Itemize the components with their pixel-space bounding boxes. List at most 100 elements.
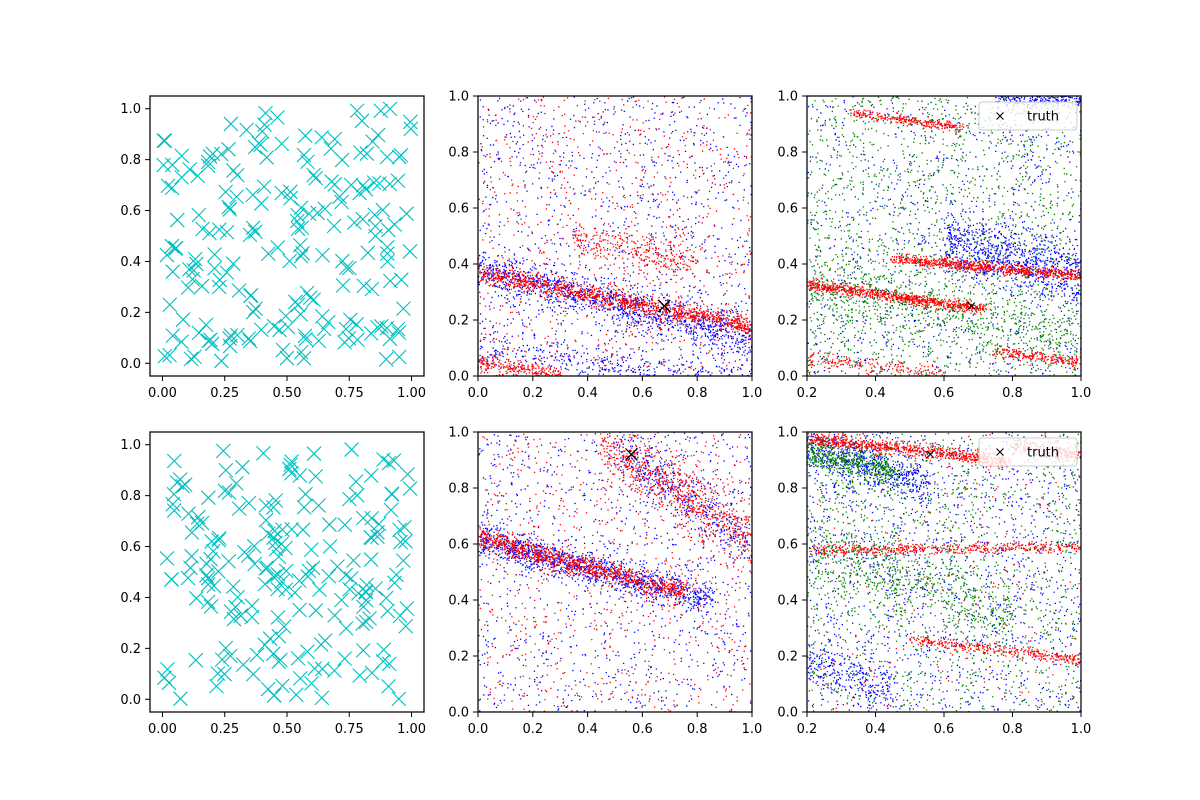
data-point <box>278 563 294 579</box>
legend-truth-marker <box>996 448 1004 456</box>
data-point <box>292 468 308 483</box>
y-tick-label: 0.8 <box>120 153 141 168</box>
data-point <box>173 691 188 707</box>
y-tick-label: 0.2 <box>120 306 141 321</box>
data-point <box>293 306 308 322</box>
data-point <box>165 328 181 344</box>
data-point <box>215 443 231 459</box>
y-tick-label: 0.8 <box>777 146 798 161</box>
series-green <box>807 96 1081 376</box>
y-tick-label: 0.6 <box>120 540 141 555</box>
data-point <box>370 524 385 540</box>
data-point <box>293 200 309 216</box>
data-point <box>177 477 193 493</box>
data-point <box>195 221 210 237</box>
data-point <box>169 475 185 490</box>
data-point <box>316 321 332 337</box>
x-tick-label: 0.0 <box>468 386 489 401</box>
y-tick-label: 0.8 <box>448 146 469 161</box>
data-point <box>210 666 226 681</box>
data-point <box>375 202 391 218</box>
data-point <box>204 534 220 549</box>
plot-area <box>807 96 1081 376</box>
x-tick-label: 0.0 <box>468 722 489 737</box>
data-point <box>327 131 343 147</box>
y-tick-label: 0.4 <box>448 258 469 273</box>
data-point <box>160 178 176 194</box>
data-point <box>226 163 241 178</box>
y-tick-label: 0.0 <box>777 370 798 385</box>
data-point <box>300 154 315 170</box>
data-point <box>270 566 286 582</box>
data-point <box>278 582 294 598</box>
data-point <box>247 556 263 572</box>
data-point <box>190 168 206 184</box>
data-point <box>383 502 399 518</box>
data-point <box>368 581 383 596</box>
series-blue-points <box>478 96 752 376</box>
x-tick-label: 0.4 <box>865 386 886 401</box>
data-point <box>274 574 290 590</box>
data-point <box>282 253 297 269</box>
data-point <box>223 648 238 664</box>
data-point <box>320 314 336 330</box>
axes-frame <box>806 431 1082 713</box>
data-point <box>284 521 300 537</box>
data-point <box>296 499 312 515</box>
data-point <box>181 506 196 522</box>
series-green <box>807 432 1081 712</box>
data-point <box>378 351 394 367</box>
data-point <box>292 237 308 253</box>
data-point <box>180 280 196 295</box>
x-tick-label: 0.4 <box>865 722 886 737</box>
x-tick-label: 0.8 <box>687 722 708 737</box>
x-tick-label: 0.2 <box>522 386 543 401</box>
data-point <box>293 344 309 360</box>
data-point <box>332 189 348 205</box>
data-point <box>211 530 227 546</box>
data-point <box>194 278 210 294</box>
truth-marker <box>657 299 671 313</box>
subplot-r1c1: 0.0 0.2 0.4 0.6 0.8 1.0 0.0 0.2 0.4 0.6 0.8 1.0 <box>448 426 762 738</box>
data-point <box>283 457 298 473</box>
data-point <box>258 105 273 121</box>
y-tick-label: 0.2 <box>448 314 469 329</box>
data-point <box>189 516 205 532</box>
data-point <box>403 121 419 137</box>
data-point <box>258 512 274 528</box>
data-point <box>381 678 396 694</box>
data-point <box>166 503 182 518</box>
data-point <box>363 529 379 545</box>
data-point <box>363 552 379 567</box>
data-point <box>186 263 202 278</box>
plot-area <box>156 101 419 369</box>
x-tick-label: 1.0 <box>1071 386 1092 401</box>
data-point <box>359 146 375 162</box>
data-point <box>221 141 236 157</box>
data-point <box>380 254 395 269</box>
legend: truth <box>978 437 1078 467</box>
subplot-r0c1: 0.0 0.2 0.4 0.6 0.8 1.0 0.0 0.2 0.4 0.6 0.8 1.0 <box>448 90 762 402</box>
data-point <box>382 101 398 117</box>
y-tick-label: 1.0 <box>448 426 469 441</box>
data-point <box>165 264 181 280</box>
data-point <box>200 154 216 170</box>
data-point <box>225 256 241 272</box>
truth-marker <box>624 447 638 461</box>
data-point <box>219 224 235 240</box>
data-point <box>355 599 371 615</box>
data-point <box>266 687 282 703</box>
data-point <box>370 319 385 335</box>
data-point <box>290 297 306 313</box>
data-point <box>341 260 357 276</box>
x-tick-label: 0.6 <box>934 722 955 737</box>
series-blue <box>807 432 1081 712</box>
data-point <box>390 321 406 337</box>
x-tick-label: 0.75 <box>335 722 364 737</box>
data-point <box>290 650 306 666</box>
data-point <box>322 539 338 554</box>
data-point <box>166 486 182 502</box>
y-tick-label: 0.0 <box>448 706 469 721</box>
data-point <box>321 568 337 584</box>
